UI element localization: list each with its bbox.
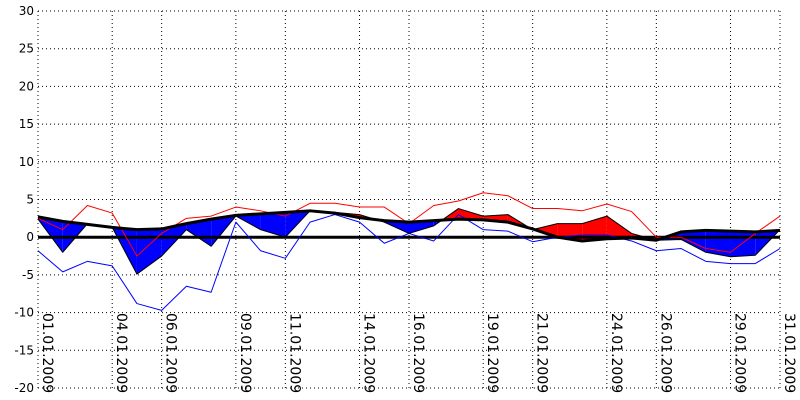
x-tick-label: 29.01.2009: [732, 313, 748, 393]
y-tick-label: 25: [19, 42, 34, 56]
area-segment: [260, 212, 286, 238]
y-tick-label: 0: [26, 230, 34, 244]
series-line: [37, 209, 781, 243]
area-segment: [606, 216, 632, 239]
x-tick-label: 19.01.2009: [484, 313, 500, 393]
x-tick-label: 24.01.2009: [608, 313, 624, 393]
y-axis-ticks: 30 25 20 15 10 5 0 -5 -10 -15 -20: [14, 4, 34, 395]
area-segment: [458, 208, 484, 220]
x-tick-label: 26.01.2009: [657, 313, 673, 393]
x-tick-label: 06.01.2009: [163, 313, 179, 393]
y-tick-label: -15: [14, 343, 34, 357]
y-tick-label: 5: [26, 193, 34, 207]
x-tick-label: 14.01.2009: [361, 313, 377, 393]
x-tick-label: 11.01.2009: [286, 313, 302, 393]
grid: [37, 10, 781, 389]
area-segment: [186, 219, 212, 247]
y-tick-label: -5: [22, 268, 34, 282]
y-tick-label: -20: [14, 381, 34, 395]
y-tick-label: 15: [19, 117, 34, 131]
y-tick-label: -10: [14, 306, 34, 320]
chart-lines: [37, 192, 781, 311]
x-tick-label: 04.01.2009: [113, 313, 129, 393]
chart-areas: [38, 208, 780, 275]
x-tick-label: 21.01.2009: [534, 313, 550, 393]
area-segment: [730, 231, 756, 257]
x-axis-ticks: 01.01.2009 04.01.2009 06.01.2009 09.01.2009…: [39, 313, 797, 393]
area-segment: [161, 223, 187, 257]
x-tick-label: 31.01.2009: [781, 313, 797, 393]
area-segment: [409, 220, 434, 234]
area-segment: [136, 228, 162, 275]
y-tick-label: 10: [19, 155, 34, 169]
x-tick-label: 09.01.2009: [237, 313, 253, 393]
y-tick-label: 30: [19, 4, 34, 18]
x-tick-label: 01.01.2009: [39, 313, 55, 393]
series-line: [37, 192, 781, 257]
x-tick-label: 16.01.2009: [410, 313, 426, 393]
y-tick-label: 20: [19, 79, 34, 93]
